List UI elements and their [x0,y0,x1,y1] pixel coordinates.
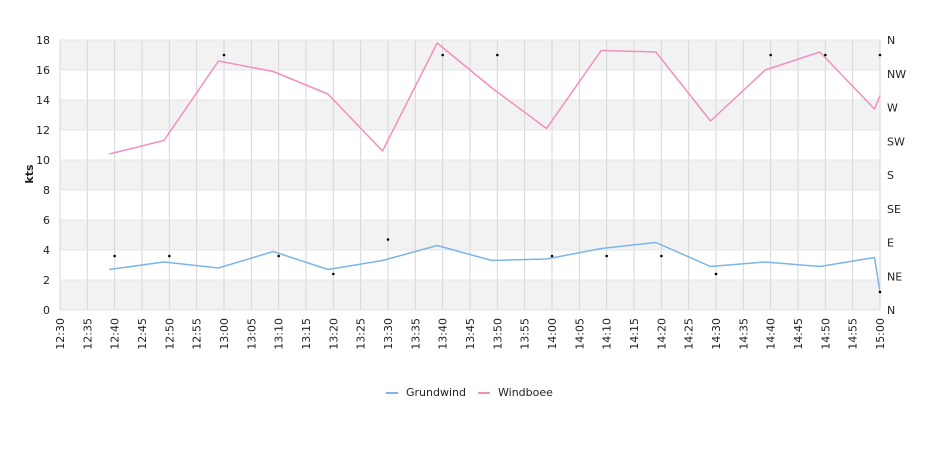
y2-tick-label: NW [887,68,906,81]
y2-tick-label: W [887,102,898,115]
legend-label: Grundwind [406,386,466,399]
x-tick-label: 14:25 [683,318,696,350]
y2-tick-label: S [887,169,894,182]
y-tick-label: 6 [43,214,50,227]
x-tick-label: 14:05 [573,318,586,350]
wind-direction-point [332,272,335,276]
x-tick-label: 13:30 [382,318,395,350]
wind-direction-point [660,254,663,258]
wind-direction-point [222,53,226,57]
y-tick-label: 16 [36,64,50,77]
y2-tick-label: N [887,304,895,317]
x-tick-label: 15:00 [874,318,887,350]
wind-direction-point [605,254,608,258]
y-tick-label: 12 [36,124,50,137]
wind-direction-point [441,53,444,57]
y-tick-label: 0 [43,304,50,317]
wind-direction-point [769,53,772,57]
x-tick-label: 13:50 [491,318,504,350]
x-tick-label: 13:35 [409,318,422,350]
x-tick-label: 14:10 [601,318,614,350]
legend-item-grundwind[interactable]: Grundwind [386,386,466,399]
x-tick-label: 12:55 [191,318,204,350]
wind-direction-point [113,254,116,258]
y2-tick-label: SW [887,135,905,148]
legend-item-windboee[interactable]: Windboee [478,386,553,399]
x-tick-label: 13:15 [300,318,313,350]
x-tick-label: 13:25 [355,318,368,350]
x-tick-label: 14:15 [628,318,641,350]
x-tick-label: 14:40 [765,318,778,350]
y2-tick-label: NE [887,270,902,283]
wind-direction-point [386,238,390,241]
x-tick-label: 12:35 [81,318,94,350]
legend-label: Windboee [498,386,553,399]
wind-direction-point [550,254,554,258]
y-axis-title: kts [23,164,36,184]
x-tick-label: 14:55 [847,318,860,350]
y2-tick-label: N [887,34,895,47]
vertical-gridlines [59,40,881,310]
x-tick-label: 14:45 [792,318,805,350]
y-axis-ticks: 0 2 4 6 8 10 12 14 16 18 [36,34,50,317]
x-tick-label: 14:20 [655,318,668,350]
y-tick-label: 10 [36,154,50,167]
x-axis-ticks: 12:30 12:35 12:40 12:45 12:50 12:55 13:00 13:05… [54,318,887,350]
x-tick-label: 13:45 [464,318,477,350]
x-tick-label: 13:55 [519,318,532,350]
y-tick-label: 2 [43,274,50,287]
y-tick-label: 4 [43,244,50,257]
wind-direction-point [277,254,280,258]
horizontal-gridlines [60,39,880,311]
x-tick-label: 13:05 [245,318,258,350]
series-line-grundwind [109,241,881,293]
wind-direction-point [714,272,718,276]
x-tick-label: 12:30 [54,318,67,350]
wind-direction-point [878,53,882,57]
x-tick-label: 14:35 [737,318,750,350]
wind-direction-point [824,53,827,57]
x-tick-label: 12:45 [136,318,149,350]
x-tick-label: 12:40 [109,318,122,350]
x-tick-label: 12:50 [163,318,176,350]
y-tick-label: 18 [36,34,50,47]
x-tick-label: 14:00 [546,318,559,350]
x-tick-label: 13:40 [437,318,450,350]
wind-direction-point [878,290,882,294]
x-tick-label: 13:10 [273,318,286,350]
y-tick-label: 14 [36,94,50,107]
x-tick-label: 14:50 [819,318,832,350]
series-lines [109,42,881,293]
wind-direction-points [113,53,882,294]
x-tick-label: 14:30 [710,318,723,350]
legend[interactable]: Grundwind Windboee [386,386,553,399]
x-tick-label: 13:20 [327,318,340,350]
y2-tick-label: E [887,237,894,250]
x-tick-label: 13:00 [218,318,231,350]
y2-tick-label: SE [887,203,901,216]
wind-direction-point [496,53,499,57]
wind-direction-point [168,254,171,258]
y2-axis-ticks: N NE E SE S SW W NW N [887,34,906,317]
y-tick-label: 8 [43,184,50,197]
series-line-windboee [109,42,881,155]
